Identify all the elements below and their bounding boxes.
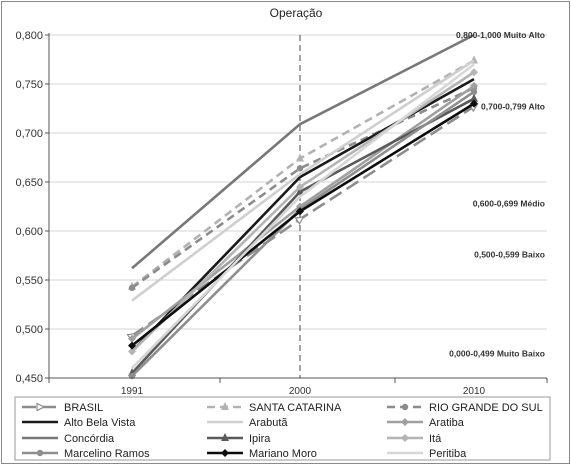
legend: BRASIL SANTA CATARINA RIO GRANDE DO SUL Alt… xyxy=(14,396,551,461)
series-marker xyxy=(470,93,478,102)
legend-label: Mariano Moro xyxy=(249,448,317,460)
legend-entry: Concórdia xyxy=(22,433,115,445)
grid-lines xyxy=(49,34,547,330)
line-chart: Operação 0,4500,5000,5500,6000,6500,7000… xyxy=(14,6,551,461)
series-marker xyxy=(470,68,478,77)
legend-label: Itá xyxy=(429,433,442,445)
legend-label: Ipira xyxy=(249,433,271,445)
legend-entry: Mariano Moro xyxy=(207,448,317,460)
legend-entry: RIO GRANDE DO SUL xyxy=(387,402,543,414)
band-label: 0,500-0,599 Baixo xyxy=(474,250,545,260)
legend-entry: Alto Bela Vista xyxy=(22,417,136,429)
series-marker xyxy=(36,449,44,457)
series-marker xyxy=(401,434,409,442)
x-axis-ticks: 1991 2000 2010 xyxy=(48,378,548,397)
band-label: 0,700-0,799 Alto xyxy=(481,102,545,112)
legend-label: Arabutã xyxy=(249,417,288,429)
series-peritiba xyxy=(131,63,475,370)
series-marker xyxy=(401,418,409,426)
series-marker xyxy=(128,341,136,350)
y-tick-label: 0,500 xyxy=(15,324,43,336)
y-tick-label: 0,650 xyxy=(15,177,43,189)
y-tick-label: 0,750 xyxy=(15,79,43,91)
legend-label: Aratiba xyxy=(429,417,465,429)
legend-label: RIO GRANDE DO SUL xyxy=(429,402,543,414)
band-label: 0,600-0,699 Médio xyxy=(473,199,545,209)
legend-label: BRASIL xyxy=(64,402,103,414)
legend-label: Concórdia xyxy=(64,433,115,445)
chart-title: Operação xyxy=(270,6,323,20)
legend-entry: Marcelino Ramos xyxy=(22,448,150,460)
legend-entry: Itá xyxy=(387,433,442,445)
series-line xyxy=(131,33,475,270)
y-tick-label: 0,550 xyxy=(15,275,43,287)
series-marker xyxy=(401,403,409,411)
series-marcelino-ramos xyxy=(128,88,478,380)
legend-label: SANTA CATARINA xyxy=(249,402,342,414)
series-line xyxy=(131,86,475,289)
band-label: 0,800-1,000 Muito Alto xyxy=(456,30,545,40)
series-conc-rdia xyxy=(131,33,475,270)
legend-label: Peritiba xyxy=(429,448,467,460)
band-labels: 0,800-1,000 Muito Alto 0,700-0,799 Alto 0,… xyxy=(449,30,545,359)
series-marker xyxy=(470,88,478,96)
series-line xyxy=(131,59,475,302)
series-it- xyxy=(128,68,478,356)
band-label: 0,000-0,499 Muito Baixo xyxy=(449,349,545,359)
series-marker xyxy=(296,153,304,162)
legend-label: Alto Bela Vista xyxy=(64,417,136,429)
series-marker xyxy=(128,347,136,356)
series-marker xyxy=(221,449,229,457)
series-line xyxy=(131,63,475,370)
y-axis-ticks: 0,450 0,500 0,550 0,600 0,650 0,700 0,750 0,800 xyxy=(15,30,49,385)
series-marker xyxy=(296,165,304,172)
legend-box xyxy=(14,396,551,461)
legend-entry: Aratiba xyxy=(387,417,465,429)
legend-entry: Arabutã xyxy=(207,417,288,429)
legend-entry: SANTA CATARINA xyxy=(207,402,342,414)
legend-entry: BRASIL xyxy=(22,402,103,414)
series-mariano-moro xyxy=(128,99,478,350)
y-tick-label: 0,450 xyxy=(15,373,43,385)
series-marker xyxy=(296,207,304,216)
y-tick-label: 0,700 xyxy=(15,128,43,140)
series-marker xyxy=(36,402,46,412)
axes xyxy=(48,33,547,379)
series-lines xyxy=(126,33,479,380)
series-marker xyxy=(296,182,304,191)
series-arabut- xyxy=(131,59,475,302)
series-ipira xyxy=(128,93,478,377)
series-marker xyxy=(128,334,136,343)
legend-entry: Peritiba xyxy=(387,448,467,460)
series-marker xyxy=(221,433,229,441)
x-tick-label: 2000 xyxy=(289,386,312,397)
y-tick-label: 0,800 xyxy=(15,30,43,42)
series-marker xyxy=(470,81,478,90)
legend-label: Marcelino Ramos xyxy=(64,448,150,460)
x-tick-label: 2010 xyxy=(463,386,486,397)
y-tick-label: 0,600 xyxy=(15,226,43,238)
series-marker xyxy=(128,284,136,292)
legend-entry: Ipira xyxy=(207,433,271,445)
series-marker xyxy=(294,216,305,225)
series-marker xyxy=(470,99,478,108)
x-tick-label: 1991 xyxy=(121,386,144,397)
series-marker xyxy=(221,402,229,410)
